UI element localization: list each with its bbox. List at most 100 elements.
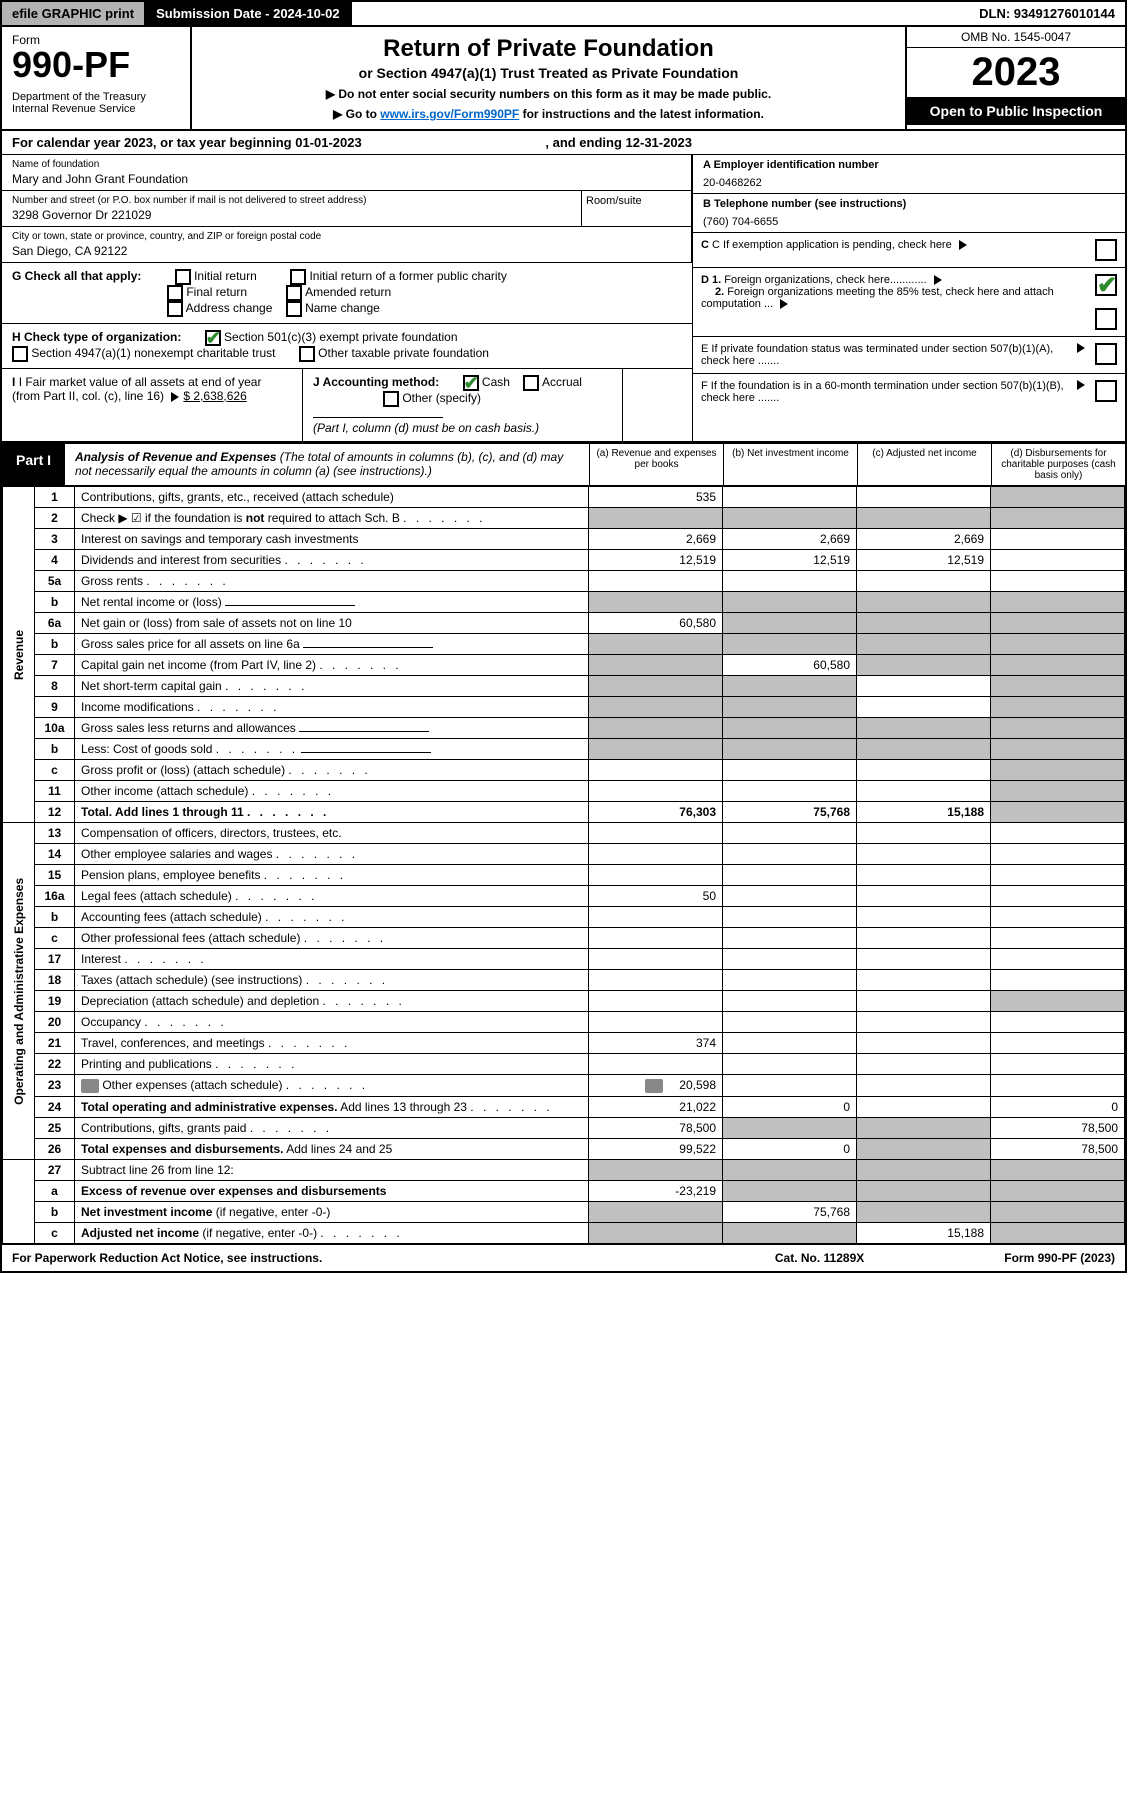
irs-link[interactable]: www.irs.gov/Form990PF [380,107,519,121]
final-return-checkbox[interactable] [167,285,183,301]
row-desc: Accounting fees (attach schedule) . . . … [75,907,589,928]
cell-b [723,1180,857,1201]
row-desc: Dividends and interest from securities .… [75,550,589,571]
c-checkbox[interactable] [1095,239,1117,261]
instr-ssn: ▶ Do not enter social security numbers o… [212,87,885,101]
cell-a [589,739,723,760]
cell-c [857,1075,991,1097]
cell-d [991,907,1125,928]
e-checkbox[interactable] [1095,343,1117,365]
row-desc: Capital gain net income (from Part IV, l… [75,655,589,676]
cell-b [723,1117,857,1138]
omb: OMB No. 1545-0047 [907,27,1125,48]
cell-c: 15,188 [857,1222,991,1243]
cell-d [991,508,1125,529]
cell-a [589,571,723,592]
g-addrchange: Address change [186,301,273,315]
cell-a: 60,580 [589,613,723,634]
phone-label: B Telephone number (see instructions) [703,198,906,210]
amended-return-checkbox[interactable] [286,285,302,301]
cell-b [723,865,857,886]
cell-d [991,571,1125,592]
j-accrual: Accrual [542,375,582,389]
attach-icon[interactable] [645,1079,663,1093]
h-4947: Section 4947(a)(1) nonexempt charitable … [31,346,275,360]
i-value: $ 2,638,626 [183,389,246,403]
address-box: Number and street (or P.O. box number if… [2,191,581,226]
cell-b [723,487,857,508]
d2-checkbox[interactable] [1095,308,1117,330]
row-num: 7 [35,655,75,676]
cell-d [991,781,1125,802]
cell-c [857,1033,991,1054]
cell-b [723,781,857,802]
cell-d [991,487,1125,508]
room-label: Room/suite [586,195,642,207]
arrow-icon [780,299,788,309]
row-desc: Gross sales less returns and allowances [75,718,589,739]
cell-a [589,823,723,844]
501c3-checkbox[interactable] [205,330,221,346]
col-c-header: (c) Adjusted net income [857,444,991,485]
row-desc: Travel, conferences, and meetings . . . … [75,1033,589,1054]
row-desc: Less: Cost of goods sold . . . . . . . [75,739,589,760]
cash-checkbox[interactable] [463,375,479,391]
cell-d [991,634,1125,655]
row-num: 6a [35,613,75,634]
other-taxable-checkbox[interactable] [299,346,315,362]
address-change-checkbox[interactable] [167,301,183,317]
cell-a [589,592,723,613]
f-checkbox[interactable] [1095,380,1117,402]
row-num: b [35,634,75,655]
phone: (760) 704-6655 [703,216,1115,228]
row-desc: Total. Add lines 1 through 11 . . . . . … [75,802,589,823]
cell-b: 0 [723,1138,857,1159]
cell-b [723,1012,857,1033]
cell-b [723,823,857,844]
efile-print-btn[interactable]: efile GRAPHIC print [2,2,146,25]
submission-date: Submission Date - 2024-10-02 [146,2,352,25]
cell-c [857,1180,991,1201]
cell-d [991,655,1125,676]
cell-a: 20,598 [589,1075,723,1097]
name-change-checkbox[interactable] [286,301,302,317]
other-method-checkbox[interactable] [383,391,399,407]
initial-former-checkbox[interactable] [290,269,306,285]
ein-label: A Employer identification number [703,159,879,171]
info-left: Name of foundation Mary and John Grant F… [2,155,692,441]
cell-d [991,760,1125,781]
cell-c [857,592,991,613]
topbar: efile GRAPHIC print Submission Date - 20… [2,2,1125,27]
cell-a [589,991,723,1012]
address: 3298 Governor Dr 221029 [12,208,571,222]
d1-checkbox[interactable] [1095,274,1117,296]
h-label: H Check type of organization: [12,330,181,344]
cell-d [991,928,1125,949]
attach-icon[interactable] [81,1079,99,1093]
row-num: 21 [35,1033,75,1054]
initial-return-checkbox[interactable] [175,269,191,285]
cell-b [723,844,857,865]
cell-b [723,508,857,529]
cell-c [857,571,991,592]
row-desc: Net investment income (if negative, ente… [75,1201,589,1222]
instr-prefix: ▶ Go to [333,107,380,121]
cell-d [991,1033,1125,1054]
row-num: 15 [35,865,75,886]
cell-c [857,865,991,886]
row-desc: Subtract line 26 from line 12: [75,1159,589,1180]
row-num: 27 [35,1159,75,1180]
blank-spacer [622,369,692,441]
cell-b [723,1222,857,1243]
row-num: 14 [35,844,75,865]
row-desc: Gross rents . . . . . . . [75,571,589,592]
part1-title: Analysis of Revenue and Expenses [75,450,276,464]
cell-d: 0 [991,1096,1125,1117]
cell-b [723,634,857,655]
row-num: 18 [35,970,75,991]
cell-b [723,760,857,781]
4947-checkbox[interactable] [12,346,28,362]
cell-a [589,697,723,718]
info-right: A Employer identification number 20-0468… [692,155,1125,441]
accrual-checkbox[interactable] [523,375,539,391]
